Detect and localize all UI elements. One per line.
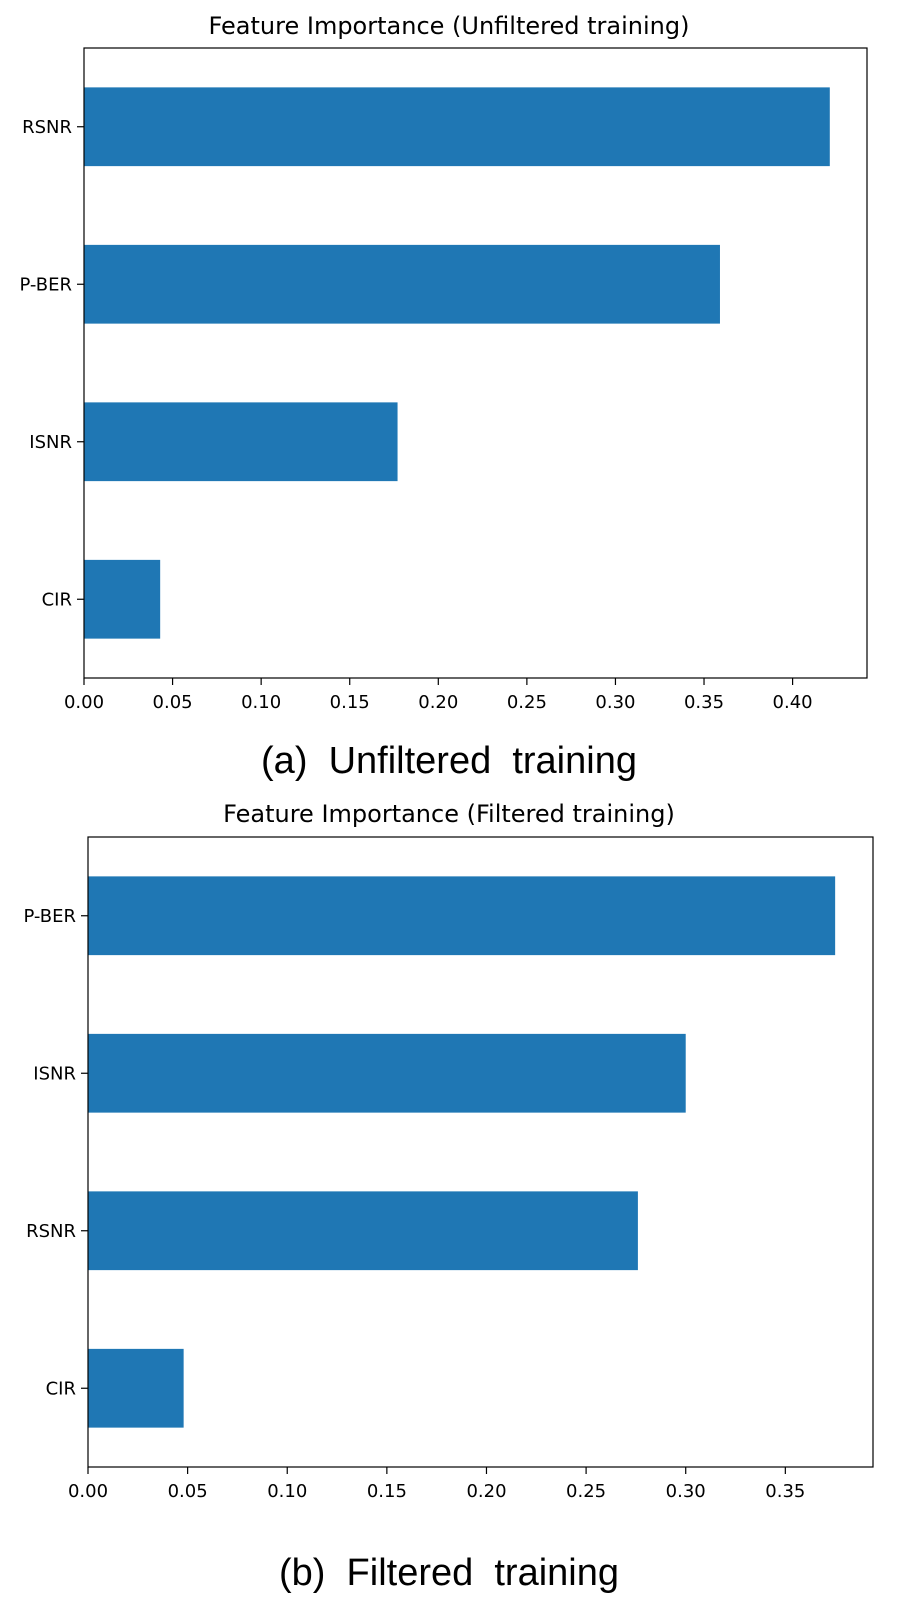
- y-tick-label: CIR: [42, 589, 72, 610]
- x-tick-label: 0.10: [241, 692, 281, 713]
- chart-caption: (b) Filtered training: [278, 1552, 619, 1594]
- y-tick-label: RSNR: [22, 117, 72, 138]
- x-tick-label: 0.35: [765, 1481, 805, 1502]
- y-tick-label: P-BER: [19, 274, 72, 295]
- chart-title: Feature Importance (Filtered training): [223, 800, 675, 828]
- x-tick-label: 0.05: [153, 692, 193, 713]
- y-tick-label: ISNR: [29, 432, 72, 453]
- chart-title: Feature Importance (Unfiltered training): [208, 12, 690, 40]
- x-tick-label: 0.00: [64, 692, 104, 713]
- x-tick-label: 0.40: [773, 692, 813, 713]
- x-tick-label: 0.00: [68, 1481, 108, 1502]
- chart-panel-unfiltered: Feature Importance (Unfiltered training)…: [0, 0, 898, 790]
- bar-chart-filtered: P-BER ISNR RSNR CIR 0.00 0.05 0.10 0.15 0.20 0.25…: [23, 836, 874, 1502]
- bar-cir: [88, 1348, 184, 1428]
- bar-chart-unfiltered: RSNR P-BER ISNR CIR 0.00 0.05 0.10 0.15 0.20 0.25…: [19, 47, 868, 713]
- y-tick-label: CIR: [46, 1378, 76, 1399]
- bar-isnr: [84, 402, 398, 482]
- y-tick-label: P-BER: [23, 906, 76, 927]
- x-tick-label: 0.15: [367, 1481, 407, 1502]
- y-tick-label: ISNR: [33, 1063, 76, 1084]
- y-tick-label: RSNR: [26, 1221, 76, 1242]
- chart-panel-filtered: Feature Importance (Filtered training) P…: [0, 800, 898, 1599]
- bar-rsnr: [88, 1191, 638, 1271]
- x-tick-label: 0.35: [684, 692, 724, 713]
- x-tick-label: 0.25: [507, 692, 547, 713]
- x-tick-label: 0.30: [666, 1481, 706, 1502]
- plot-frame: [87, 836, 874, 1468]
- x-tick-label: 0.05: [168, 1481, 208, 1502]
- x-tick-label: 0.20: [418, 692, 458, 713]
- x-tick-label: 0.15: [330, 692, 370, 713]
- x-tick-label: 0.25: [566, 1481, 606, 1502]
- bar-isnr: [88, 1033, 686, 1113]
- bar-p-ber: [88, 876, 836, 956]
- chart-caption: (a) Unfiltered training: [261, 740, 637, 782]
- bar-p-ber: [84, 244, 720, 324]
- bar-cir: [84, 559, 161, 639]
- plot-frame: [83, 47, 868, 679]
- x-tick-label: 0.20: [466, 1481, 506, 1502]
- x-tick-label: 0.30: [595, 692, 635, 713]
- x-tick-label: 0.10: [267, 1481, 307, 1502]
- bar-rsnr: [84, 87, 830, 167]
